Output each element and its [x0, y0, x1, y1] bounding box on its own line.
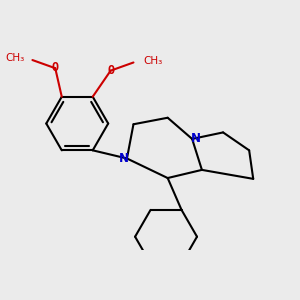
- Text: CH₃: CH₃: [143, 56, 163, 66]
- Text: O: O: [52, 61, 59, 74]
- Text: O: O: [107, 64, 114, 77]
- Text: N: N: [190, 132, 200, 146]
- Text: N: N: [119, 152, 129, 165]
- Text: CH₃: CH₃: [5, 53, 24, 63]
